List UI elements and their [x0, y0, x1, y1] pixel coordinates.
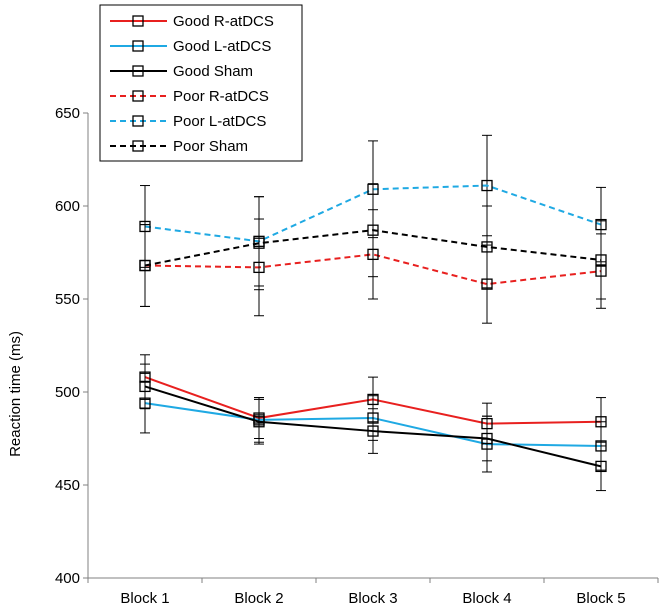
- series-layer: [139, 134, 607, 492]
- series-line: [144, 253, 602, 286]
- legend-item: Good L-atDCS: [110, 38, 271, 55]
- legend-marker: [132, 90, 144, 102]
- data-point-marker: [595, 460, 607, 473]
- legend-label: Good Sham: [173, 63, 253, 80]
- y-tick-label: 450: [55, 477, 80, 494]
- legend-marker: [132, 115, 144, 127]
- legend-item: Poor Sham: [110, 138, 248, 155]
- legend-marker: [132, 140, 144, 152]
- y-tick-label: 650: [55, 105, 80, 122]
- legend-item: Poor L-atDCS: [110, 113, 266, 130]
- y-axis-title: Reaction time (ms): [7, 331, 24, 457]
- legend-label: Good L-atDCS: [173, 38, 271, 55]
- x-tick-label: Block 4: [462, 590, 511, 607]
- series-line: [144, 229, 602, 267]
- legend-label: Poor R-atDCS: [173, 88, 269, 105]
- series-5: [139, 183, 607, 307]
- data-point-marker: [367, 224, 379, 236]
- axes: 400 450 500 550 600 650 Block 1 Block 2 Block 3 B…: [55, 105, 659, 607]
- data-point-marker: [481, 179, 493, 192]
- data-point-marker: [253, 237, 265, 249]
- legend-item: Good Sham: [110, 63, 253, 80]
- data-point-marker: [367, 425, 379, 437]
- legend-item: Poor R-atDCS: [110, 88, 269, 105]
- legend-marker: [132, 65, 144, 77]
- x-tick-label: Block 3: [348, 590, 397, 607]
- data-point-marker: [139, 380, 151, 393]
- legend-label: Poor L-atDCS: [173, 113, 266, 130]
- legend-label: Good R-atDCS: [173, 13, 274, 30]
- legend-label: Poor Sham: [173, 138, 248, 155]
- data-point-marker: [481, 432, 493, 445]
- data-point-marker: [139, 259, 151, 272]
- data-point-marker: [253, 416, 265, 428]
- x-tick-label: Block 5: [576, 590, 625, 607]
- legend-item: Good R-atDCS: [110, 13, 274, 30]
- legend: Good R-atDCS Good L-atDCS Good Sham Poor R-…: [99, 4, 303, 162]
- legend-box: [99, 4, 303, 162]
- x-tick-label: Block 1: [120, 590, 169, 607]
- series-line: [144, 385, 602, 468]
- y-tick-label: 400: [55, 570, 80, 587]
- data-point-marker: [595, 254, 607, 266]
- legend-marker: [132, 15, 144, 27]
- y-tick-label: 600: [55, 198, 80, 215]
- series-2: [139, 363, 607, 492]
- legend-marker: [132, 40, 144, 52]
- y-tick-label: 500: [55, 384, 80, 401]
- y-tick-label: 550: [55, 291, 80, 308]
- x-tick-label: Block 2: [234, 590, 283, 607]
- data-point-marker: [481, 241, 493, 253]
